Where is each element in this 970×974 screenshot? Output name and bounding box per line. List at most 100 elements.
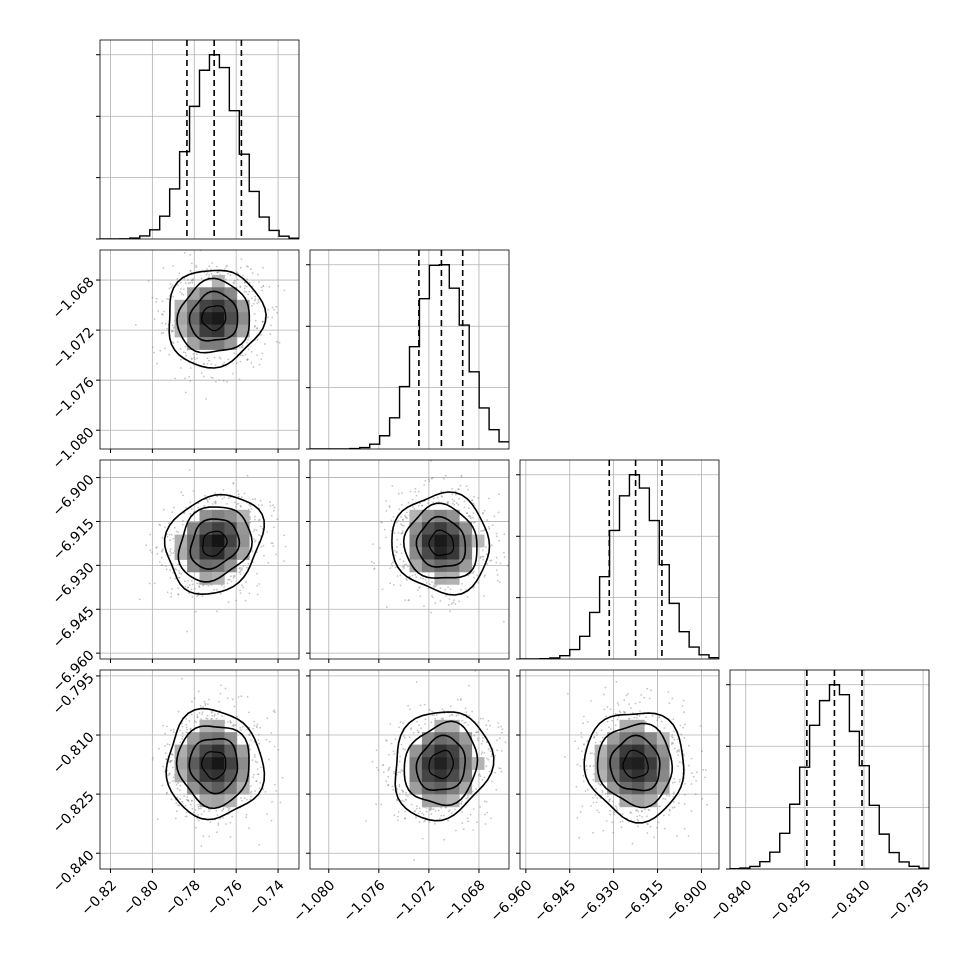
density-cell-2-1: [459, 534, 473, 548]
scatter-point-1-0: [261, 320, 264, 323]
scatter-point-2-1: [401, 524, 403, 527]
scatter-point-2-1: [406, 517, 408, 520]
scatter-point-2-1: [429, 583, 431, 586]
scatter-point-2-0: [219, 592, 222, 595]
scatter-point-2-1: [403, 565, 405, 568]
scatter-point-2-1: [482, 558, 485, 561]
scatter-point-3-1: [365, 820, 367, 822]
scatter-point-1-0: [271, 306, 274, 309]
scatter-point-3-1: [394, 738, 397, 740]
scatter-point-1-0: [218, 379, 221, 381]
scatter-point-3-0: [170, 753, 173, 755]
scatter-point-3-0: [170, 759, 173, 762]
scatter-point-1-0: [170, 286, 173, 288]
scatter-point-3-0: [270, 732, 273, 734]
scatter-point-3-1: [421, 837, 424, 840]
scatter-point-2-0: [220, 584, 223, 587]
scatter-point-3-1: [420, 727, 422, 730]
scatter-point-3-1: [476, 731, 478, 734]
scatter-point-2-0: [242, 586, 245, 588]
density-cell-2-0: [211, 509, 225, 523]
scatter-point-3-1: [465, 797, 468, 800]
scatter-point-1-0: [264, 343, 266, 345]
scatter-point-1-0: [205, 273, 208, 276]
density-cell-2-0: [224, 547, 238, 560]
scatter-point-3-2: [680, 733, 683, 736]
scatter-point-3-1: [487, 748, 490, 750]
scatter-point-2-1: [472, 587, 475, 589]
density-cell-3-1: [446, 794, 460, 808]
scatter-point-2-1: [471, 499, 474, 501]
scatter-point-3-1: [401, 789, 403, 791]
scatter-point-2-1: [482, 512, 484, 515]
density-cell-3-2: [607, 757, 620, 770]
scatter-point-3-1: [384, 739, 387, 741]
scatter-point-2-0: [237, 493, 240, 496]
scatter-point-2-1: [486, 563, 489, 565]
scatter-point-3-1: [451, 714, 454, 717]
density-cell-1-0: [236, 312, 250, 325]
scatter-point-3-2: [671, 741, 673, 744]
scatter-point-3-2: [564, 756, 566, 758]
scatter-point-2-1: [470, 517, 472, 520]
scatter-point-3-0: [186, 796, 189, 798]
scatter-point-1-0: [261, 320, 264, 323]
scatter-point-2-0: [166, 591, 169, 594]
scatter-point-1-0: [236, 278, 239, 281]
scatter-point-3-2: [678, 780, 681, 783]
density-cell-3-0: [236, 744, 250, 758]
scatter-point-3-1: [480, 753, 483, 755]
scatter-point-3-0: [258, 733, 260, 736]
density-cell-3-2: [631, 781, 645, 795]
scatter-point-2-1: [412, 506, 414, 508]
density-cell-3-2: [619, 757, 633, 770]
scatter-point-1-0: [162, 313, 164, 316]
scatter-point-1-0: [172, 295, 175, 298]
scatter-point-1-0: [210, 268, 212, 271]
scatter-point-3-0: [213, 715, 216, 717]
scatter-point-1-0: [189, 269, 192, 272]
scatter-point-2-0: [240, 496, 243, 499]
scatter-point-3-2: [582, 722, 584, 725]
scatter-point-2-1: [401, 531, 403, 534]
scatter-point-2-1: [452, 601, 455, 604]
scatter-point-2-1: [445, 474, 447, 477]
scatter-point-2-0: [160, 564, 163, 566]
scatter-point-2-1: [451, 493, 454, 496]
scatter-point-3-1: [397, 811, 400, 813]
frame-3-3: [729, 669, 930, 870]
density-cell-2-0: [224, 534, 238, 548]
scatter-point-3-2: [584, 790, 587, 792]
scatter-point-3-0: [220, 684, 222, 687]
scatter-point-2-1: [483, 529, 485, 532]
scatter-point-1-0: [232, 281, 235, 284]
scatter-point-3-0: [279, 801, 282, 804]
scatter-point-2-0: [180, 491, 183, 494]
scatter-point-2-0: [214, 500, 217, 503]
scatter-point-3-0: [254, 760, 257, 763]
scatter-point-3-1: [498, 737, 501, 740]
scatter-point-3-2: [634, 702, 637, 705]
scatter-point-2-1: [481, 549, 484, 552]
scatter-point-3-0: [229, 720, 232, 722]
density-cell-3-2: [656, 769, 670, 783]
scatter-point-2-1: [503, 556, 506, 558]
scatter-point-3-0: [250, 791, 252, 794]
histogram-2: [520, 474, 719, 659]
contour-1-0-3: [168, 269, 267, 369]
scatter-point-2-0: [172, 571, 175, 574]
scatter-point-1-0: [171, 330, 174, 332]
scatter-point-2-1: [498, 493, 500, 496]
scatter-point-2-1: [447, 586, 449, 589]
scatter-point-3-1: [415, 681, 418, 683]
scatter-point-2-0: [256, 572, 258, 575]
scatter-point-1-0: [200, 372, 203, 374]
scatter-point-3-2: [624, 711, 626, 714]
scatter-point-2-1: [411, 498, 414, 501]
density-cell-2-1: [421, 509, 435, 523]
density-cell-3-0: [224, 757, 238, 770]
frame-1-0: [99, 249, 300, 450]
scatter-point-3-1: [467, 794, 469, 797]
scatter-point-3-1: [484, 823, 487, 825]
scatter-point-3-1: [417, 812, 420, 815]
